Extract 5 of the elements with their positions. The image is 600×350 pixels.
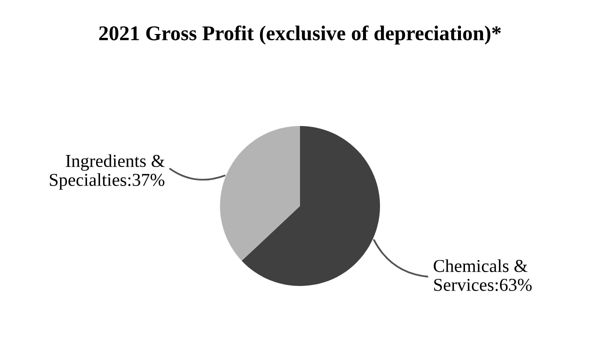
pie-slice — [220, 126, 300, 261]
slice-label: Chemicals & Services:63% — [434, 259, 532, 292]
pie-slice — [242, 126, 380, 286]
slice-label: Ingredients & Specialties:37% — [50, 154, 165, 190]
chart-title: 2021 Gross Profit (exclusive of depreciation)* — [99, 25, 501, 45]
